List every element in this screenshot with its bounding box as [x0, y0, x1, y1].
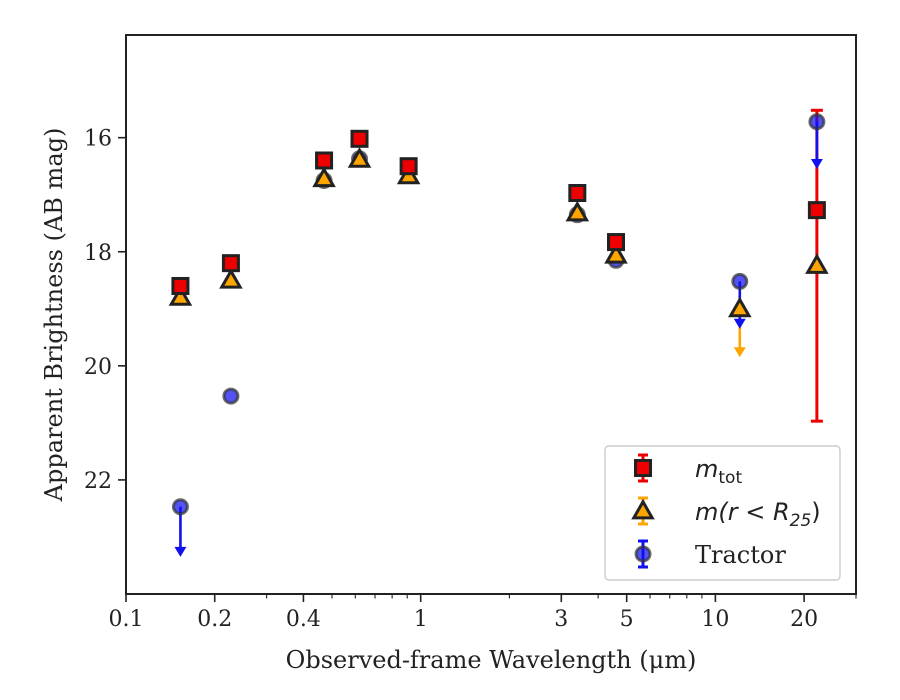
legend-marker: [634, 459, 652, 477]
x-tick-label: 0.1: [109, 607, 144, 632]
x-tick-label: 20: [790, 607, 818, 632]
x-axis-title: Observed-frame Wavelength (μm): [286, 646, 697, 674]
data-point: [807, 201, 826, 220]
y-axis: 16 18 20 22: [84, 127, 126, 494]
data-point: [728, 296, 752, 318]
legend-box: [604, 445, 841, 581]
data-point: [171, 276, 190, 295]
data-point: [565, 200, 590, 222]
x-tick-label: 0.2: [197, 607, 232, 632]
x-tick-label: 0.4: [286, 607, 321, 632]
data-point: [315, 151, 334, 170]
data-point: [219, 268, 243, 289]
upper-limit-arrow-head: [810, 159, 823, 170]
data-point: [607, 233, 626, 252]
data-point: [808, 113, 826, 131]
series-1-points: [168, 147, 829, 318]
x-tick-label: 5: [620, 607, 634, 632]
y-axis-title: Apparent Brightness (AB mag): [40, 128, 68, 503]
y-tick-label: 22: [84, 469, 112, 494]
data-point: [168, 285, 193, 306]
legend-marker: [631, 498, 655, 520]
data-point: [221, 254, 240, 273]
upper-limit-arrow-head: [733, 318, 746, 329]
upper-limit-arrow-head: [733, 347, 746, 358]
data-point: [350, 129, 369, 148]
data-point: [568, 184, 587, 203]
data-point: [604, 242, 628, 264]
legend-label: m(r < R25): [695, 498, 821, 531]
y-tick-label: 16: [84, 127, 112, 152]
legend: mtot m(r < R25) Tractor: [604, 445, 841, 581]
data-point: [171, 498, 189, 516]
x-axis: 0.1 0.2 0.4 1 3 5 10 20: [109, 594, 818, 632]
legend-label: mtot: [695, 455, 742, 488]
plot-marks: [168, 108, 829, 557]
y-tick-label: 20: [84, 355, 112, 380]
data-point: [222, 387, 240, 405]
y-tick-label: 18: [84, 241, 112, 266]
x-tick-label: 1: [414, 607, 428, 632]
x-tick-label: 10: [701, 607, 729, 632]
data-point: [347, 147, 372, 168]
series-0-points: [171, 129, 826, 295]
data-point: [399, 157, 418, 176]
upper-limit-arrow-head: [174, 546, 187, 557]
data-point: [312, 166, 336, 188]
legend-label: Tractor: [695, 541, 786, 569]
data-point: [805, 253, 829, 274]
data-point: [731, 272, 749, 290]
plot-frame: [125, 34, 857, 595]
legend-marker: [634, 545, 652, 563]
x-tick-label: 3: [554, 607, 568, 632]
